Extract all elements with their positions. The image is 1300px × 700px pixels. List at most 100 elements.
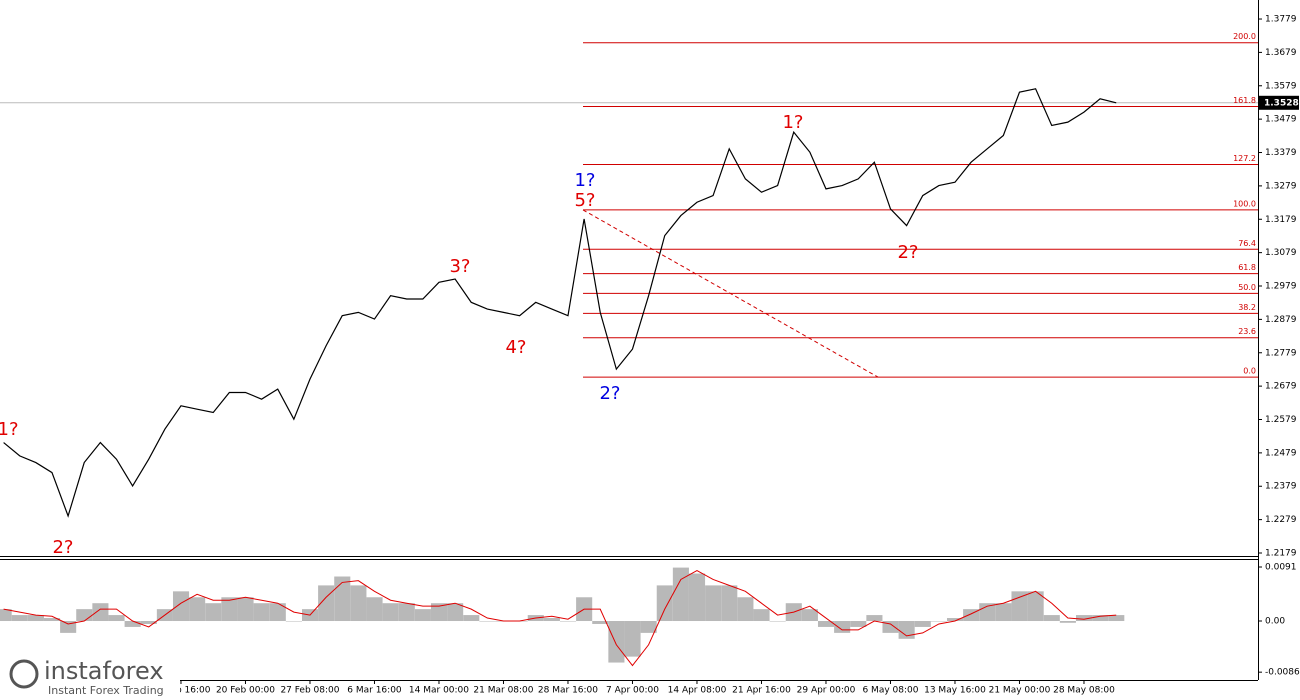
- fib-label: 76.4: [1238, 239, 1256, 248]
- y-tick-label: 1.2879: [1265, 315, 1297, 325]
- macd-bar: [946, 618, 964, 622]
- x-tick-label: 28 May 08:00: [1053, 686, 1115, 696]
- signal-line: [3, 569, 1117, 667]
- fib-label: 23.6: [1238, 327, 1256, 336]
- macd-bar: [11, 615, 28, 622]
- macd-bar: [447, 603, 464, 622]
- wave-label: 4?: [505, 337, 526, 358]
- y-tick-label: 1.3179: [1265, 215, 1297, 225]
- macd-bar: [640, 621, 657, 633]
- fib-label: 100.0: [1233, 199, 1256, 208]
- macd-bar: [543, 618, 560, 622]
- current-price-label: 1.3528: [1264, 98, 1299, 108]
- y-tick-label: 1.2779: [1265, 348, 1297, 358]
- macd-bar: [721, 585, 738, 622]
- macd-bar: [995, 603, 1012, 622]
- x-tick-label: 29 Apr 00:00: [797, 686, 856, 696]
- y-tick-label: 1.2279: [1265, 515, 1297, 525]
- y-tick-label: 0.00: [1265, 617, 1285, 627]
- wave-label: 1?: [0, 419, 19, 440]
- x-tick-label: 14 Apr 08:00: [668, 686, 727, 696]
- fib-label: 161.8: [1233, 96, 1256, 105]
- macd-bar: [124, 621, 141, 627]
- macd-bar: [285, 621, 302, 622]
- wave-label: 2?: [599, 383, 620, 404]
- macd-bar: [559, 621, 577, 622]
- y-tick-label: 1.2379: [1265, 482, 1297, 492]
- macd-bar: [60, 621, 77, 633]
- y-tick-label: 1.3379: [1265, 148, 1297, 158]
- fib-label: 38.2: [1238, 303, 1256, 312]
- macd-bar: [688, 573, 706, 622]
- logo-text: instaforex: [44, 657, 164, 685]
- macd-bar: [1043, 615, 1060, 622]
- macd-bar: [92, 603, 109, 622]
- y-tick-label: 1.3079: [1265, 248, 1297, 258]
- logo-tagline: Instant Forex Trading: [48, 684, 164, 697]
- macd-bar: [1027, 591, 1044, 622]
- macd-bar: [769, 621, 786, 622]
- y-tick-label: 1.3679: [1265, 48, 1297, 58]
- macd-bar: [1075, 615, 1093, 622]
- wave-label: 2?: [52, 537, 73, 558]
- y-tick-label: 1.3779: [1265, 15, 1297, 25]
- y-tick-label: -0.00862: [1265, 668, 1300, 678]
- y-tick-label: 1.2179: [1265, 548, 1297, 558]
- x-tick-label: 28 Mar 16:00: [538, 686, 598, 696]
- macd-bar: [237, 597, 254, 622]
- wave-label: 2?: [897, 242, 918, 263]
- wave-label: 1?: [574, 170, 595, 191]
- macd-bar: [27, 615, 44, 622]
- macd-bar: [269, 603, 286, 622]
- macd-bar: [430, 603, 448, 622]
- x-tick-label: 21 Mar 08:00: [473, 686, 533, 696]
- macd-bar: [898, 621, 915, 639]
- macd-bar: [463, 615, 480, 622]
- macd-bar: [221, 597, 238, 622]
- macd-bar: [318, 585, 335, 622]
- macd-bar: [705, 585, 722, 622]
- fib-label: 61.8: [1238, 263, 1256, 272]
- x-tick-label: 13 May 16:00: [924, 686, 986, 696]
- fib-trendline: [582, 209, 879, 378]
- macd-bar: [817, 621, 835, 627]
- macd-bar: [1059, 621, 1076, 623]
- y-tick-label: 1.2479: [1265, 448, 1297, 458]
- fib-label: 127.2: [1233, 154, 1256, 163]
- logo: instaforex Instant Forex Trading: [0, 655, 180, 700]
- macd-bar: [1108, 615, 1125, 622]
- y-tick-label: 0.0091: [1265, 563, 1297, 573]
- macd-bar: [656, 585, 673, 622]
- y-tick-label: 1.3579: [1265, 81, 1297, 91]
- x-tick-label: 12 Feb 16:00: [151, 686, 210, 696]
- macd-bar: [963, 609, 980, 622]
- macd-bar: [366, 597, 383, 622]
- macd-bar: [0, 609, 12, 622]
- macd-bar: [834, 621, 851, 633]
- macd-bar: [801, 609, 818, 622]
- macd-bar: [592, 621, 609, 624]
- wave-label: 1?: [782, 112, 803, 133]
- macd-bar: [882, 621, 899, 633]
- macd-bar: [253, 603, 270, 622]
- x-tick-label: 21 May 00:00: [989, 686, 1051, 696]
- macd-bar: [382, 603, 399, 622]
- macd-bar: [334, 576, 351, 622]
- y-tick-label: 1.2979: [1265, 282, 1297, 292]
- y-tick-label: 1.2679: [1265, 382, 1297, 392]
- macd-bar: [608, 621, 625, 663]
- macd-bar: [205, 603, 222, 622]
- x-tick-label: 21 Apr 16:00: [732, 686, 791, 696]
- macd-bar: [189, 597, 206, 622]
- macd-bar: [479, 621, 496, 622]
- macd-bar: [76, 609, 93, 622]
- fib-label: 200.0: [1233, 32, 1256, 41]
- macd-bar: [672, 567, 689, 622]
- macd-bar: [414, 609, 431, 622]
- plot: 1.3779 1.3679 1.3579 1.3479 1.3379 1.3279 1.31…: [0, 15, 1300, 696]
- x-tick-label: 20 Feb 00:00: [216, 686, 275, 696]
- macd-bar: [930, 621, 947, 622]
